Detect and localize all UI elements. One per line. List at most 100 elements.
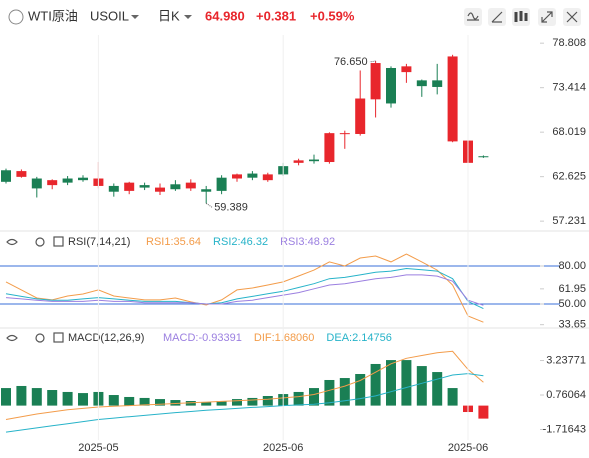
macd-line [5,350,484,420]
y-tick-label: 62.625 [552,171,586,183]
candle-body [216,177,227,191]
indicator-box [53,332,64,343]
y-tick-label: 50.00 [558,298,586,310]
histogram-bar [31,388,42,406]
histogram-bar [262,396,273,406]
histogram-bar [401,360,412,406]
legend-entry: RSI1:35.64 [146,236,201,248]
y-tick-label: 61.95 [558,283,586,295]
histogram-bar [232,399,242,406]
symbol-dropdown[interactable] [131,15,139,19]
legend-entry: DIF:1.68060 [254,332,315,344]
histogram-bar [1,388,11,406]
settings-icon[interactable] [35,333,45,343]
candle-body [309,159,319,162]
x-tick-label: 2025-06 [263,442,303,454]
legend-entry: MACD:-0.93391 [163,332,242,344]
histogram-bar [247,397,258,406]
candle-body [31,178,42,189]
candle-body [339,133,350,135]
candle-body [401,66,412,73]
histogram-bar [447,388,458,406]
histogram-bar [170,400,181,406]
histogram-bar [155,399,165,406]
fullscreen-icon [541,11,553,23]
y-tick-label: 3.23771 [546,354,586,366]
toolbar [464,8,581,26]
visibility-icon[interactable] [6,334,18,342]
y-tick-label: -1.71643 [543,423,586,435]
x-tick-label: 2025-06 [448,442,488,454]
histogram-bar [185,401,196,406]
indicator-icon [467,12,479,21]
candle-body [416,80,427,87]
histogram-bar [339,378,350,406]
y-tick-label: 73.414 [552,82,586,94]
candle-body [124,182,135,191]
x-tick-label: 2025-05 [78,442,118,454]
candle-body [432,80,443,87]
histogram-bar [62,391,73,406]
legend-entry: DEA:2.14756 [326,332,391,344]
close-icon [566,11,578,23]
histogram-bar [124,396,135,406]
histogram-bar [309,388,319,406]
candle-body [155,187,165,192]
candle-body [324,133,335,163]
candle-body [370,63,381,100]
histogram-bar [478,405,489,419]
histogram-bar [201,401,212,406]
indicator-title: MACD(12,26,9) [68,332,144,344]
draw-icon [491,11,503,23]
candle-body [355,98,366,134]
histogram-bar [47,390,58,406]
macd-line [5,373,484,433]
rsi-line [5,274,484,306]
histogram-bar [432,372,443,406]
indicator-title: RSI(7,14,21) [68,236,130,248]
rsi-line [5,267,484,310]
candle-body [185,182,196,189]
annotation-leader [205,202,213,208]
candle-body [108,185,119,192]
change: +0.381 [256,8,296,23]
histogram-bar [370,363,381,406]
histogram-bar [416,366,427,406]
histogram-bar [78,393,88,406]
y-tick-label: 80.00 [558,260,586,272]
candle-body [16,171,27,177]
candle-body [170,184,181,190]
histogram-bar [16,385,27,406]
candle-body [478,156,489,158]
y-tick-label: 78.808 [552,37,586,49]
candle-body [139,185,150,188]
candle-body [232,174,242,179]
visibility-icon[interactable] [6,238,18,246]
histogram-bar [355,374,366,406]
histogram-bar [386,360,396,406]
change-pct: +0.59% [310,8,355,23]
candle-body [62,178,73,183]
candle-icon [514,11,528,22]
candle-body [78,177,88,181]
candle-body [1,170,11,182]
candle-body [247,173,258,178]
symbol[interactable]: WTI原油 [28,8,78,23]
candle-body [47,180,58,186]
period-dropdown[interactable] [184,15,192,19]
histogram-bar [216,401,227,406]
symbol-icon[interactable] [8,9,24,25]
period[interactable]: 日K [158,8,180,23]
histogram-bar [108,395,119,406]
annotation: 76.650 [334,56,368,68]
settings-icon[interactable] [35,237,45,247]
histogram-bar [293,391,304,406]
rsi-header: RSI(7,14,21) [6,236,130,248]
indicator-box [53,236,64,247]
rsi-line [5,253,484,323]
legend-entry: RSI3:48.92 [280,236,335,248]
y-tick-label: 68.019 [552,126,586,138]
code: USOIL [90,8,129,23]
